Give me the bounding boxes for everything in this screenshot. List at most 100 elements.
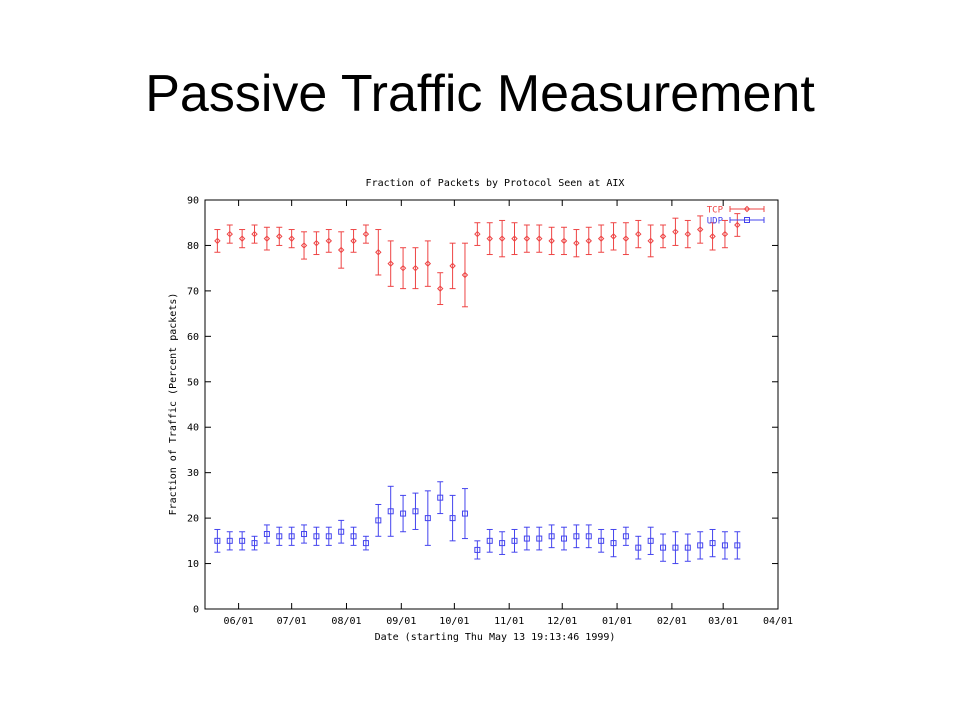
data-point xyxy=(511,235,518,242)
data-point xyxy=(523,235,531,242)
data-point xyxy=(387,508,394,515)
data-point xyxy=(548,237,555,245)
y-axis: 0 10 20 30 40 50 60 70 80 90 xyxy=(187,196,778,616)
data-point xyxy=(610,233,617,240)
data-point xyxy=(263,531,270,538)
y-tick-label: 0 xyxy=(193,605,199,616)
data-point xyxy=(350,533,357,540)
data-point xyxy=(362,230,370,238)
data-point xyxy=(548,533,555,540)
y-tick-label: 40 xyxy=(187,423,199,434)
x-tick-label: 08/01 xyxy=(331,616,361,627)
y-tick-label: 60 xyxy=(187,332,199,343)
y-tick-label: 90 xyxy=(187,196,199,207)
data-point xyxy=(325,237,333,245)
data-point xyxy=(709,540,716,547)
data-point xyxy=(697,542,704,549)
data-point xyxy=(400,510,407,517)
data-point xyxy=(313,533,320,540)
data-point xyxy=(387,260,394,267)
data-point xyxy=(288,533,295,540)
data-point xyxy=(300,242,308,249)
data-point xyxy=(226,230,233,238)
data-point xyxy=(239,537,246,544)
data-point xyxy=(684,230,692,238)
data-point xyxy=(622,533,629,540)
plot-frame xyxy=(204,199,779,610)
data-point xyxy=(399,264,407,272)
legend-marker xyxy=(743,205,751,213)
data-point xyxy=(498,235,506,242)
data-point xyxy=(214,537,221,544)
data-point xyxy=(597,235,605,242)
data-point xyxy=(337,246,345,254)
data-point xyxy=(647,537,654,544)
data-point xyxy=(474,230,481,238)
x-tick-label: 11/01 xyxy=(494,616,524,627)
data-point xyxy=(486,235,493,242)
data-point xyxy=(585,237,592,245)
x-tick-label: 02/01 xyxy=(657,616,687,627)
y-tick-label: 80 xyxy=(187,241,199,252)
chart: Fraction of Packets by Protocol Seen at … xyxy=(168,178,793,643)
data-point xyxy=(647,237,654,245)
data-point xyxy=(251,540,258,547)
y-tick-label: 50 xyxy=(187,377,199,388)
data-point xyxy=(610,540,617,547)
data-point xyxy=(474,546,481,553)
data-point xyxy=(214,237,221,245)
data-point xyxy=(338,528,345,535)
y-axis-label: Fraction of Traffic (Percent packets) xyxy=(168,293,179,516)
x-tick-label: 01/01 xyxy=(602,616,632,627)
data-point xyxy=(350,237,357,245)
series-tcp xyxy=(214,213,741,308)
data-point xyxy=(313,239,320,247)
data-point xyxy=(696,226,704,233)
x-tick-label: 09/01 xyxy=(386,616,416,627)
data-point xyxy=(251,230,258,238)
data-point xyxy=(301,531,308,538)
slide-title: Passive Traffic Measurement xyxy=(145,65,815,123)
y-tick-label: 30 xyxy=(187,468,199,479)
x-tick-label: 10/01 xyxy=(439,616,469,627)
y-tick-label: 70 xyxy=(187,286,199,297)
data-point xyxy=(536,535,543,542)
data-point xyxy=(226,537,233,544)
data-point xyxy=(573,239,580,247)
x-tick-label: 04/01 xyxy=(763,616,793,627)
data-point xyxy=(659,233,667,240)
data-point xyxy=(672,228,679,236)
data-point xyxy=(375,517,382,524)
chart-title: Fraction of Packets by Protocol Seen at … xyxy=(366,178,625,189)
data-point xyxy=(622,235,630,242)
data-point xyxy=(449,262,456,270)
data-point xyxy=(412,508,419,515)
data-point xyxy=(573,533,580,540)
data-point xyxy=(461,510,468,517)
data-point xyxy=(375,249,382,256)
data-point xyxy=(734,221,741,229)
x-tick-label: 06/01 xyxy=(224,616,254,627)
data-point xyxy=(238,235,246,242)
series-marks xyxy=(214,213,741,565)
data-point xyxy=(635,544,642,551)
data-point xyxy=(276,533,283,540)
data-point xyxy=(276,233,283,240)
data-point xyxy=(486,537,493,544)
data-point xyxy=(721,542,728,549)
data-point xyxy=(672,544,679,551)
legend-label-tcp: TCP xyxy=(707,206,724,216)
data-point xyxy=(560,237,568,245)
data-point xyxy=(721,230,729,238)
x-axis: 06/01 07/01 08/01 09/01 10/01 11/01 12/01 01/01… xyxy=(224,200,793,627)
data-point xyxy=(362,540,369,547)
data-point xyxy=(288,235,295,242)
series-udp xyxy=(214,481,741,565)
x-tick-label: 03/01 xyxy=(708,616,738,627)
data-point xyxy=(709,233,716,240)
legend-marker xyxy=(744,217,750,223)
x-tick-label: 12/01 xyxy=(547,616,577,627)
data-point xyxy=(263,235,271,242)
data-point xyxy=(561,535,568,542)
data-point xyxy=(511,537,518,544)
